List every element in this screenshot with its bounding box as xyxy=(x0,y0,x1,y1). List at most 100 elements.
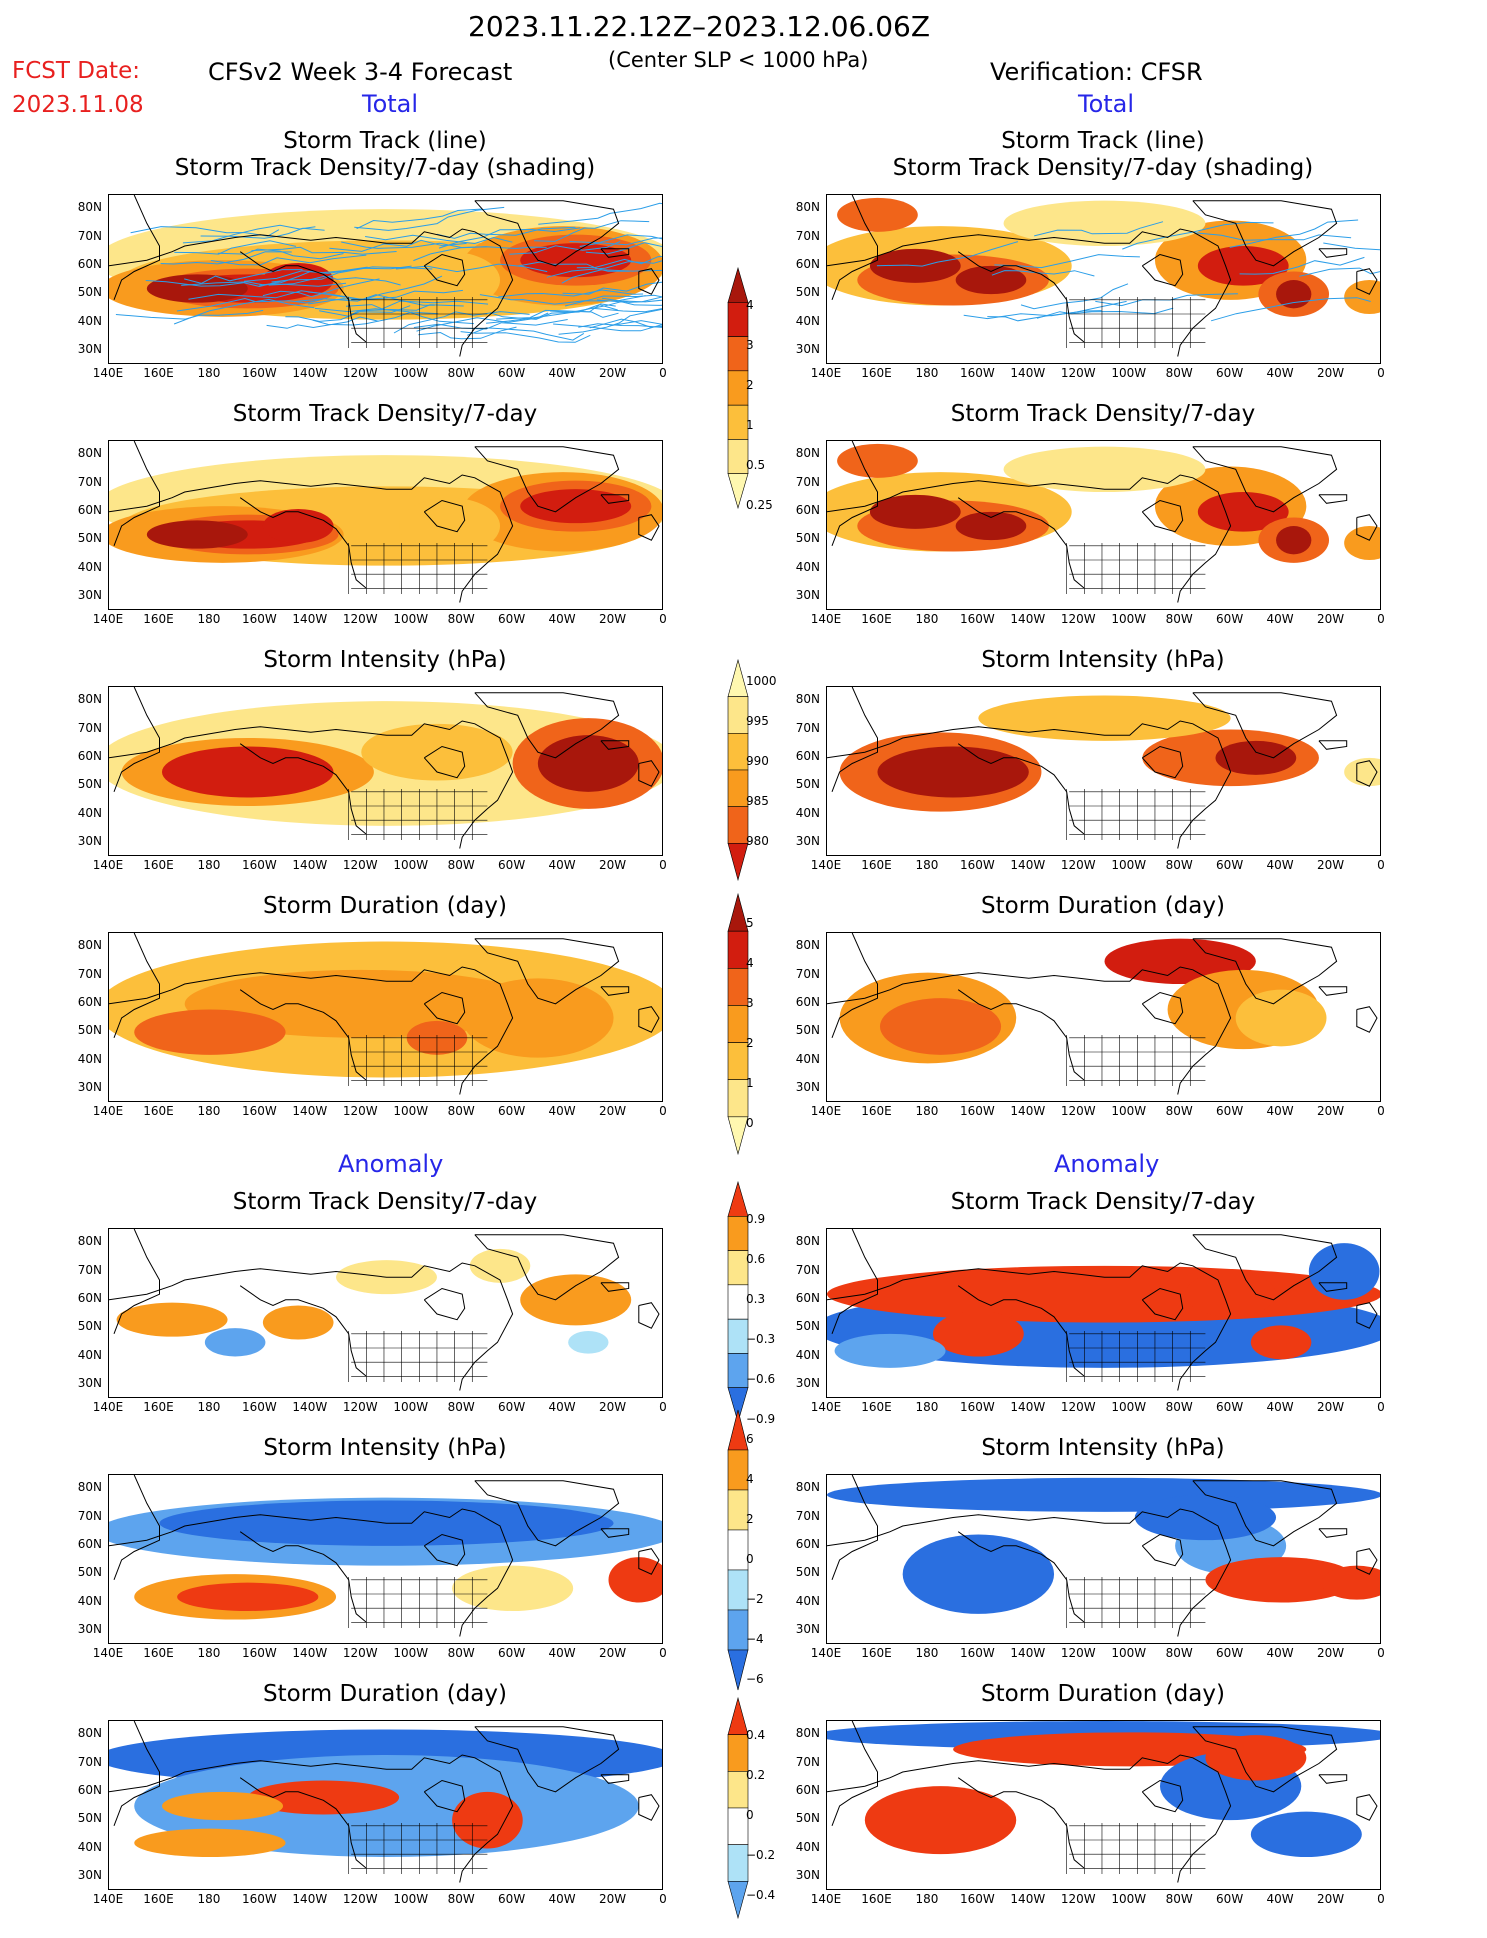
panel-title-density: Storm Track Density/7-day xyxy=(232,401,538,427)
lat-tick-label: 70N xyxy=(77,720,102,735)
lon-tick-label: 100W xyxy=(1111,1104,1147,1118)
shaded-region xyxy=(955,511,1027,541)
lon-tick-label: 0 xyxy=(1377,612,1385,626)
lon-tick-label: 120W xyxy=(1060,1646,1096,1660)
colorbar-segment xyxy=(727,266,749,303)
shaded-region xyxy=(1250,1325,1312,1360)
colorbar-label: 3 xyxy=(746,338,754,352)
shaded-region xyxy=(452,1791,523,1849)
colorbar-segment xyxy=(727,1449,749,1491)
lon-tick-label: 120W xyxy=(342,366,378,380)
map-svg xyxy=(109,441,662,603)
colorbar-segment xyxy=(727,370,749,406)
coastlines xyxy=(827,195,1378,357)
lon-tick-label: 20W xyxy=(598,858,627,872)
lon-tick-label: 100W xyxy=(393,1400,429,1414)
lon-tick-label: 40W xyxy=(1266,1104,1294,1118)
left-total-label: Total xyxy=(362,90,419,118)
lon-tick-label: 100W xyxy=(1111,612,1147,626)
lon-tick-label: 160W xyxy=(959,1400,995,1414)
lon-tick-label: 80W xyxy=(1165,1400,1193,1414)
lon-tick-label: 160E xyxy=(861,1646,892,1660)
lon-tick-label: 80W xyxy=(1165,1646,1193,1660)
lon-tick-label: 40W xyxy=(548,858,576,872)
coastlines xyxy=(109,1475,660,1637)
colorbar-label: 0.6 xyxy=(746,1252,766,1266)
lat-tick-label: 60N xyxy=(77,748,102,763)
lon-tick-label: 60W xyxy=(1216,1892,1244,1906)
lon-tick-label: 20W xyxy=(1316,1400,1345,1414)
panel-title-duration: Storm Duration (day) xyxy=(981,1681,1225,1707)
shaded-region xyxy=(204,1328,266,1357)
lon-tick-label: 180 xyxy=(915,858,939,872)
shaded-region xyxy=(134,1828,286,1857)
shaded-region xyxy=(978,695,1231,741)
colorbar-segment xyxy=(727,658,749,697)
colorbar-label: 4 xyxy=(746,956,754,970)
panel-title-density: Storm Track Density/7-day xyxy=(950,1189,1256,1215)
state-borders xyxy=(1066,1577,1206,1628)
panel-title-intensity: Storm Intensity (hPa) xyxy=(263,1435,507,1461)
shaded-region xyxy=(1344,757,1380,787)
lat-tick-label: 60N xyxy=(795,1782,820,1797)
shaded-region xyxy=(1276,526,1312,555)
lat-tick-label: 60N xyxy=(77,1290,102,1305)
colorbar-segment xyxy=(727,843,749,882)
lon-tick-label: 140W xyxy=(1010,366,1046,380)
colorbar-label: 0 xyxy=(746,1808,754,1822)
lat-tick-label: 50N xyxy=(795,531,820,546)
lon-tick-label: 80W xyxy=(1165,858,1193,872)
lon-tick-label: 60W xyxy=(498,1400,526,1414)
colorbar-label: −2 xyxy=(746,1592,764,1606)
lon-tick-label: 80W xyxy=(447,1104,475,1118)
lon-tick-label: 40W xyxy=(548,366,576,380)
lon-tick-label: 140W xyxy=(292,366,328,380)
colorbar-label: 0.3 xyxy=(746,1292,766,1306)
lon-tick-label: 40W xyxy=(548,1892,576,1906)
lat-tick-label: 60N xyxy=(795,1290,820,1305)
panel-title-density: Storm Track Density/7-day xyxy=(232,1189,538,1215)
fcst-date-value: 2023.11.08 xyxy=(12,92,144,118)
lon-tick-label: 20W xyxy=(1316,366,1345,380)
shaded-region xyxy=(1185,1271,1277,1317)
coastlines xyxy=(827,1475,1378,1637)
lon-tick-label: 160W xyxy=(241,1892,277,1906)
lon-tick-label: 140W xyxy=(1010,1892,1046,1906)
lon-tick-label: 100W xyxy=(1111,1892,1147,1906)
lat-tick-label: 40N xyxy=(77,1051,102,1066)
colorbar-label: 3 xyxy=(746,996,754,1010)
lat-tick-label: 30N xyxy=(795,1375,820,1390)
right-anomaly-label: Anomaly xyxy=(1054,1150,1160,1178)
colorbar-segment xyxy=(727,1353,749,1389)
colorbar-label: 2 xyxy=(746,1512,754,1526)
lat-tick-label: 80N xyxy=(795,1480,820,1495)
colorbar-label: 980 xyxy=(746,834,769,848)
lat-tick-label: 80N xyxy=(77,938,102,953)
lon-tick-label: 180 xyxy=(197,1646,221,1660)
lat-tick-label: 50N xyxy=(795,777,820,792)
colorbar-label: −0.6 xyxy=(746,1372,776,1386)
lon-tick-label: 100W xyxy=(393,1646,429,1660)
shaded-region xyxy=(608,1557,662,1603)
right-total-label: Total xyxy=(1078,90,1135,118)
lat-tick-label: 80N xyxy=(77,1234,102,1249)
lat-tick-label: 50N xyxy=(77,285,102,300)
lon-tick-label: 40W xyxy=(548,1400,576,1414)
colorbar-segment xyxy=(727,1318,749,1354)
lon-tick-label: 80W xyxy=(1165,1104,1193,1118)
map-panel-3-1 xyxy=(826,932,1381,1102)
lon-tick-label: 140E xyxy=(92,1892,124,1906)
map-panel-0-1 xyxy=(826,194,1381,364)
colorbar-label: 1 xyxy=(746,1076,754,1090)
lat-tick-label: 40N xyxy=(77,313,102,328)
colorbar-label: 0 xyxy=(746,1552,754,1566)
lat-tick-label: 30N xyxy=(77,1079,102,1094)
lon-tick-label: 20W xyxy=(1316,1892,1345,1906)
lon-tick-label: 100W xyxy=(1111,1400,1147,1414)
lon-tick-label: 180 xyxy=(197,1892,221,1906)
colorbar-segment xyxy=(727,1079,749,1118)
lon-tick-label: 60W xyxy=(498,1892,526,1906)
lat-tick-label: 60N xyxy=(795,748,820,763)
lon-tick-label: 0 xyxy=(1377,858,1385,872)
colorbar-label: 1000 xyxy=(746,674,777,688)
